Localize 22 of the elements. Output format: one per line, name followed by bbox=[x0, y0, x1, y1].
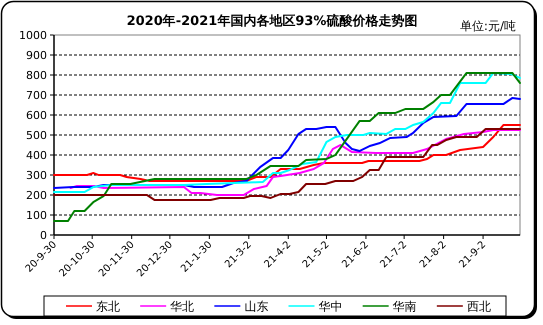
legend-label: 西北 bbox=[466, 300, 491, 314]
y-tick-label: 100 bbox=[26, 209, 47, 222]
y-tick-label: 1000 bbox=[19, 29, 47, 42]
y-tick-label: 800 bbox=[26, 69, 47, 82]
legend-label: 华北 bbox=[170, 300, 194, 314]
y-tick-label: 400 bbox=[26, 149, 47, 162]
y-tick-label: 0 bbox=[40, 229, 47, 242]
line-series bbox=[53, 72, 521, 193]
y-tick-label: 900 bbox=[26, 49, 47, 62]
legend-label: 华中 bbox=[318, 300, 342, 314]
legend-label: 东北 bbox=[96, 300, 120, 314]
line-series bbox=[53, 72, 521, 222]
line-series bbox=[53, 124, 521, 182]
chart-subtitle: 单位:元/吨 bbox=[460, 19, 516, 33]
y-tick-label: 700 bbox=[26, 89, 47, 102]
y-tick-label: 500 bbox=[26, 129, 47, 142]
legend-label: 山东 bbox=[244, 300, 268, 314]
legend-label: 华南 bbox=[392, 300, 417, 314]
y-tick-label: 200 bbox=[26, 189, 47, 202]
chart-title: 2020年-2021年国内各地区93%硫酸价格走势图 bbox=[126, 13, 418, 29]
y-tick-label: 300 bbox=[26, 169, 47, 182]
y-tick-label: 600 bbox=[26, 109, 47, 122]
